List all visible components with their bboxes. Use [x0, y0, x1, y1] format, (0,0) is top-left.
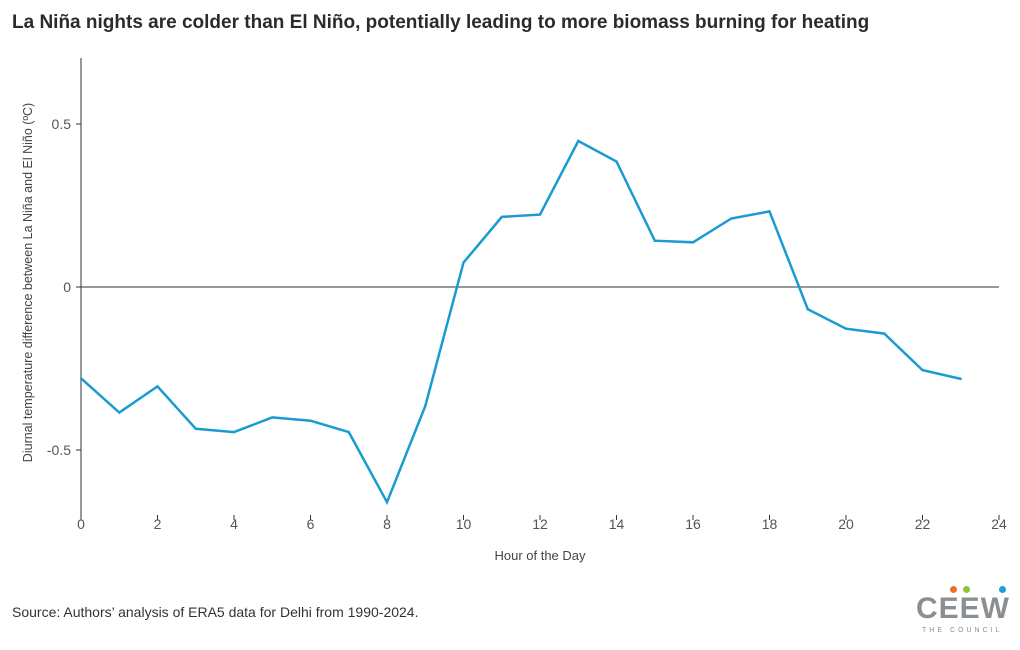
x-tick-label: 10 — [456, 516, 472, 532]
logo-dot-orange — [950, 586, 957, 593]
data-point — [806, 307, 809, 311]
x-tick-label: 0 — [77, 516, 85, 532]
logo-dot-green — [963, 586, 970, 593]
data-point — [232, 430, 236, 434]
chart-title: La Niña nights are colder than El Niño, … — [12, 12, 870, 33]
data-point — [156, 385, 159, 388]
x-tick-label: 16 — [685, 516, 701, 532]
x-tick-label: 6 — [307, 516, 315, 532]
source-note: Source: Authors’ analysis of ERA5 data f… — [12, 604, 419, 620]
x-tick-label: 14 — [609, 516, 625, 532]
data-point — [538, 213, 542, 216]
data-point — [347, 430, 350, 434]
x-tick-label: 12 — [532, 516, 548, 532]
data-point — [730, 217, 733, 220]
data-point — [768, 210, 771, 213]
x-tick-label: 18 — [762, 516, 778, 532]
ceew-logo: CEEW THE COUNCIL — [912, 584, 1016, 642]
x-tick-label: 22 — [915, 516, 931, 532]
data-point — [385, 500, 389, 504]
data-point — [118, 411, 121, 414]
logo-wordmark: CEEW — [916, 592, 1010, 625]
data-point — [79, 377, 83, 380]
y-tick-label: 0.5 — [52, 116, 72, 132]
data-point — [883, 332, 886, 335]
x-tick-label: 4 — [230, 516, 238, 532]
x-axis-label: Hour of the Day — [494, 548, 586, 563]
data-point — [271, 416, 274, 419]
logo-dot-blue — [999, 586, 1006, 593]
data-point — [462, 261, 465, 264]
series-line — [80, 139, 962, 506]
data-point — [921, 368, 924, 372]
x-tick-label: 20 — [838, 516, 854, 532]
data-point — [691, 241, 695, 244]
data-point — [959, 377, 962, 381]
data-point — [500, 215, 503, 219]
x-tick-label: 2 — [154, 516, 162, 532]
y-axis-label: Diurnal temperature difference between L… — [21, 103, 35, 462]
data-point — [844, 327, 848, 330]
logo-subtext: THE COUNCIL — [922, 627, 1003, 634]
data-point — [577, 139, 580, 143]
data-point — [615, 160, 618, 163]
data-point — [194, 427, 197, 431]
data-point — [653, 239, 656, 242]
y-tick-label: -0.5 — [47, 442, 71, 458]
y-tick-label: 0 — [63, 279, 71, 295]
data-point — [309, 419, 312, 422]
x-tick-label: 8 — [383, 516, 391, 532]
x-tick-label: 24 — [991, 516, 1007, 532]
data-point — [424, 404, 427, 408]
